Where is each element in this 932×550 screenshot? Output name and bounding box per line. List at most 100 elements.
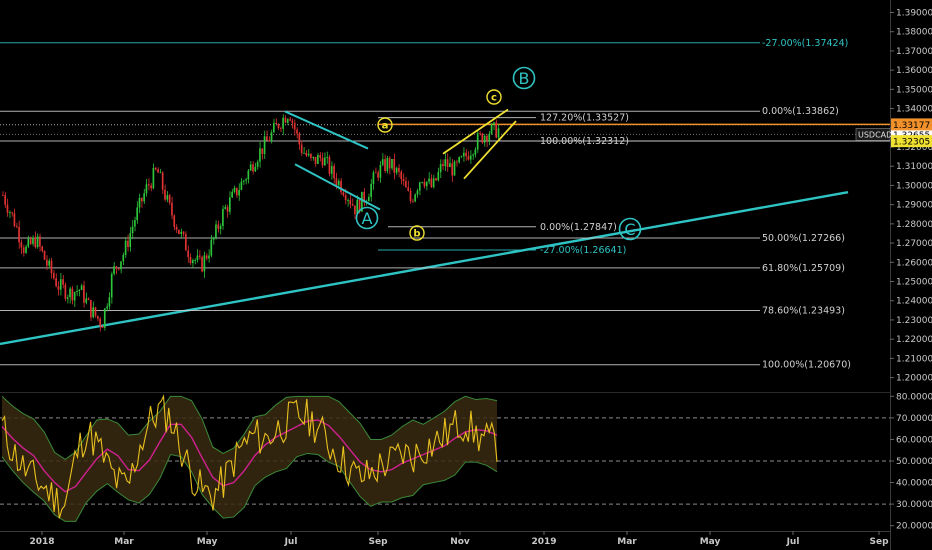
candle-body — [381, 159, 384, 165]
time-tick-label: Sep — [368, 537, 388, 547]
candle-body — [411, 201, 414, 202]
orange-price-tag-box — [891, 118, 932, 131]
candle-body — [263, 136, 266, 154]
candle-body — [217, 224, 220, 229]
candle-body — [71, 288, 74, 301]
price-tick-label: 1.24000 — [896, 297, 932, 307]
candle-body — [201, 256, 203, 272]
wave-label-big: A — [362, 209, 373, 228]
fib-label: 61.80%(1.25709) — [762, 263, 845, 274]
wave-circle-big — [512, 66, 536, 90]
candle-body — [483, 135, 486, 143]
osc-band-upper — [1, 395, 498, 460]
candle-body — [194, 259, 196, 261]
candle-body — [488, 133, 491, 141]
osc-band-fill — [2, 396, 497, 522]
osc-band-lower — [1, 452, 498, 522]
candle-body — [80, 285, 83, 290]
time-axis[interactable]: 2018 Mar May Jul Sep Nov 2019 Mar May Jul Sep — [29, 531, 889, 547]
candle-body — [458, 157, 460, 163]
candle-body — [78, 289, 81, 291]
candle-body — [108, 297, 111, 307]
osc-line — [1, 394, 498, 519]
candle-body — [15, 226, 18, 228]
candle-body — [127, 240, 129, 247]
wave-circle-big — [618, 217, 642, 241]
candle-body — [432, 178, 435, 188]
candle-body — [39, 236, 41, 247]
candle-body — [159, 172, 162, 174]
time-tick-label: Nov — [450, 537, 470, 547]
candle-body — [430, 178, 433, 188]
candle-body — [166, 195, 169, 200]
candle-body — [342, 192, 345, 196]
fib-label: 0.00%(1.33862) — [762, 106, 839, 117]
price-tick-label: 1.39000 — [896, 8, 932, 18]
candle-body — [66, 297, 69, 299]
candle-body — [268, 140, 271, 142]
fib-label: -27.00%(1.26641) — [540, 245, 626, 256]
price-tick-label: 1.35000 — [896, 85, 932, 95]
candle-body — [307, 153, 310, 156]
candle-body — [395, 167, 398, 173]
fib-label: 127.20%(1.33527) — [540, 113, 629, 124]
candle-body — [180, 231, 183, 234]
candle-body — [22, 247, 25, 253]
candle-body — [476, 133, 479, 150]
candle-body — [303, 152, 305, 154]
candle-body — [143, 193, 145, 202]
falling-channel-upper — [284, 110, 369, 150]
symbol-tag: USDCAD — [858, 130, 892, 139]
candle-body — [203, 255, 206, 272]
candle-body — [140, 197, 143, 202]
candle-body — [386, 158, 389, 171]
candle-body — [92, 307, 95, 318]
candle-body — [282, 117, 284, 129]
candle-body — [131, 226, 134, 234]
candle-body — [377, 172, 379, 178]
candle-body — [284, 117, 287, 123]
candle-body — [134, 220, 136, 227]
candle-body — [96, 315, 99, 319]
price-axis[interactable]: 1.39000 1.38000 1.37000 1.36000 1.35000 1.340… — [890, 8, 932, 532]
candle-body — [83, 285, 85, 303]
candle-body — [398, 167, 400, 172]
candle-body — [124, 240, 127, 255]
osc-tick-label: 20.0000 — [896, 522, 932, 532]
price-tick-label: 1.38000 — [896, 28, 932, 38]
candle-body — [242, 180, 245, 182]
candle-body — [52, 273, 55, 279]
candle-body — [196, 255, 199, 260]
candle-body — [6, 204, 9, 213]
candle-body — [347, 200, 349, 201]
candle-body — [439, 164, 442, 173]
wave-circle-big — [355, 206, 379, 230]
candle-body — [224, 207, 227, 209]
candle-body — [354, 205, 356, 215]
osc-tick-label: 80.0000 — [896, 392, 932, 402]
candle-body — [59, 279, 62, 290]
candle-body — [367, 196, 370, 202]
symbol-tag-box — [855, 128, 891, 141]
candle-body — [184, 233, 187, 251]
candles — [2, 114, 500, 332]
candle-body — [25, 246, 27, 253]
candle-body — [13, 213, 16, 227]
candle-body — [279, 128, 282, 129]
candle-body — [2, 195, 4, 196]
candle-body — [455, 161, 458, 163]
oscillator-pane — [0, 394, 890, 522]
candle-body — [435, 178, 437, 181]
time-tick-label: May — [197, 537, 218, 547]
candle-body — [467, 156, 470, 160]
candle-body — [418, 182, 421, 191]
time-tick-label: 2018 — [29, 537, 54, 547]
candle-body — [319, 155, 321, 158]
candle-body — [90, 299, 92, 318]
candle-body — [113, 266, 115, 274]
candle-body — [136, 207, 139, 221]
candle-body — [407, 187, 410, 191]
candle-body — [465, 152, 467, 157]
